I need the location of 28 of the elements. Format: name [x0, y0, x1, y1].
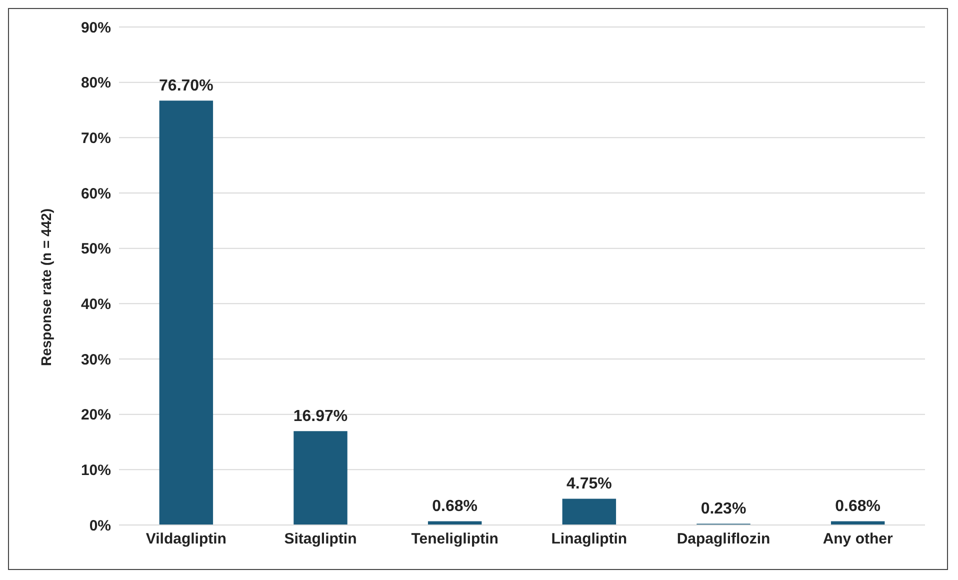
x-tick-label: Vildagliptin — [146, 530, 226, 548]
data-label: 4.75% — [566, 476, 612, 493]
bar — [562, 498, 616, 525]
bar — [159, 100, 214, 525]
data-label: 0.68% — [835, 498, 881, 516]
x-tick-label: Any other — [822, 530, 893, 548]
y-tick-label: 0% — [89, 517, 111, 534]
bar — [294, 431, 348, 525]
y-axis-title: Response rate (n = 442) — [38, 208, 54, 366]
data-label: 16.97% — [293, 408, 348, 426]
y-tick-label: 60% — [80, 185, 111, 202]
y-tick-label: 80% — [80, 74, 111, 92]
y-tick-label: 70% — [80, 130, 111, 147]
x-tick-label: Teneligliptin — [411, 530, 498, 548]
bar — [428, 521, 482, 525]
y-tick-label: 10% — [80, 462, 111, 479]
bar — [830, 521, 885, 525]
y-tick-label: 20% — [80, 406, 111, 424]
data-label: 0.68% — [432, 498, 478, 516]
y-tick-label: 30% — [80, 351, 111, 368]
x-tick-label: Linagliptin — [551, 530, 628, 548]
data-label: 0.23% — [700, 500, 746, 518]
x-tick-label: Sitagliptin — [284, 530, 357, 548]
y-tick-label: 40% — [80, 296, 111, 313]
y-tick-label: 50% — [80, 240, 111, 258]
x-tick-label: Dapagliflozin — [676, 530, 770, 548]
y-tick-label: 90% — [80, 19, 111, 36]
data-label: 76.70% — [159, 78, 214, 95]
